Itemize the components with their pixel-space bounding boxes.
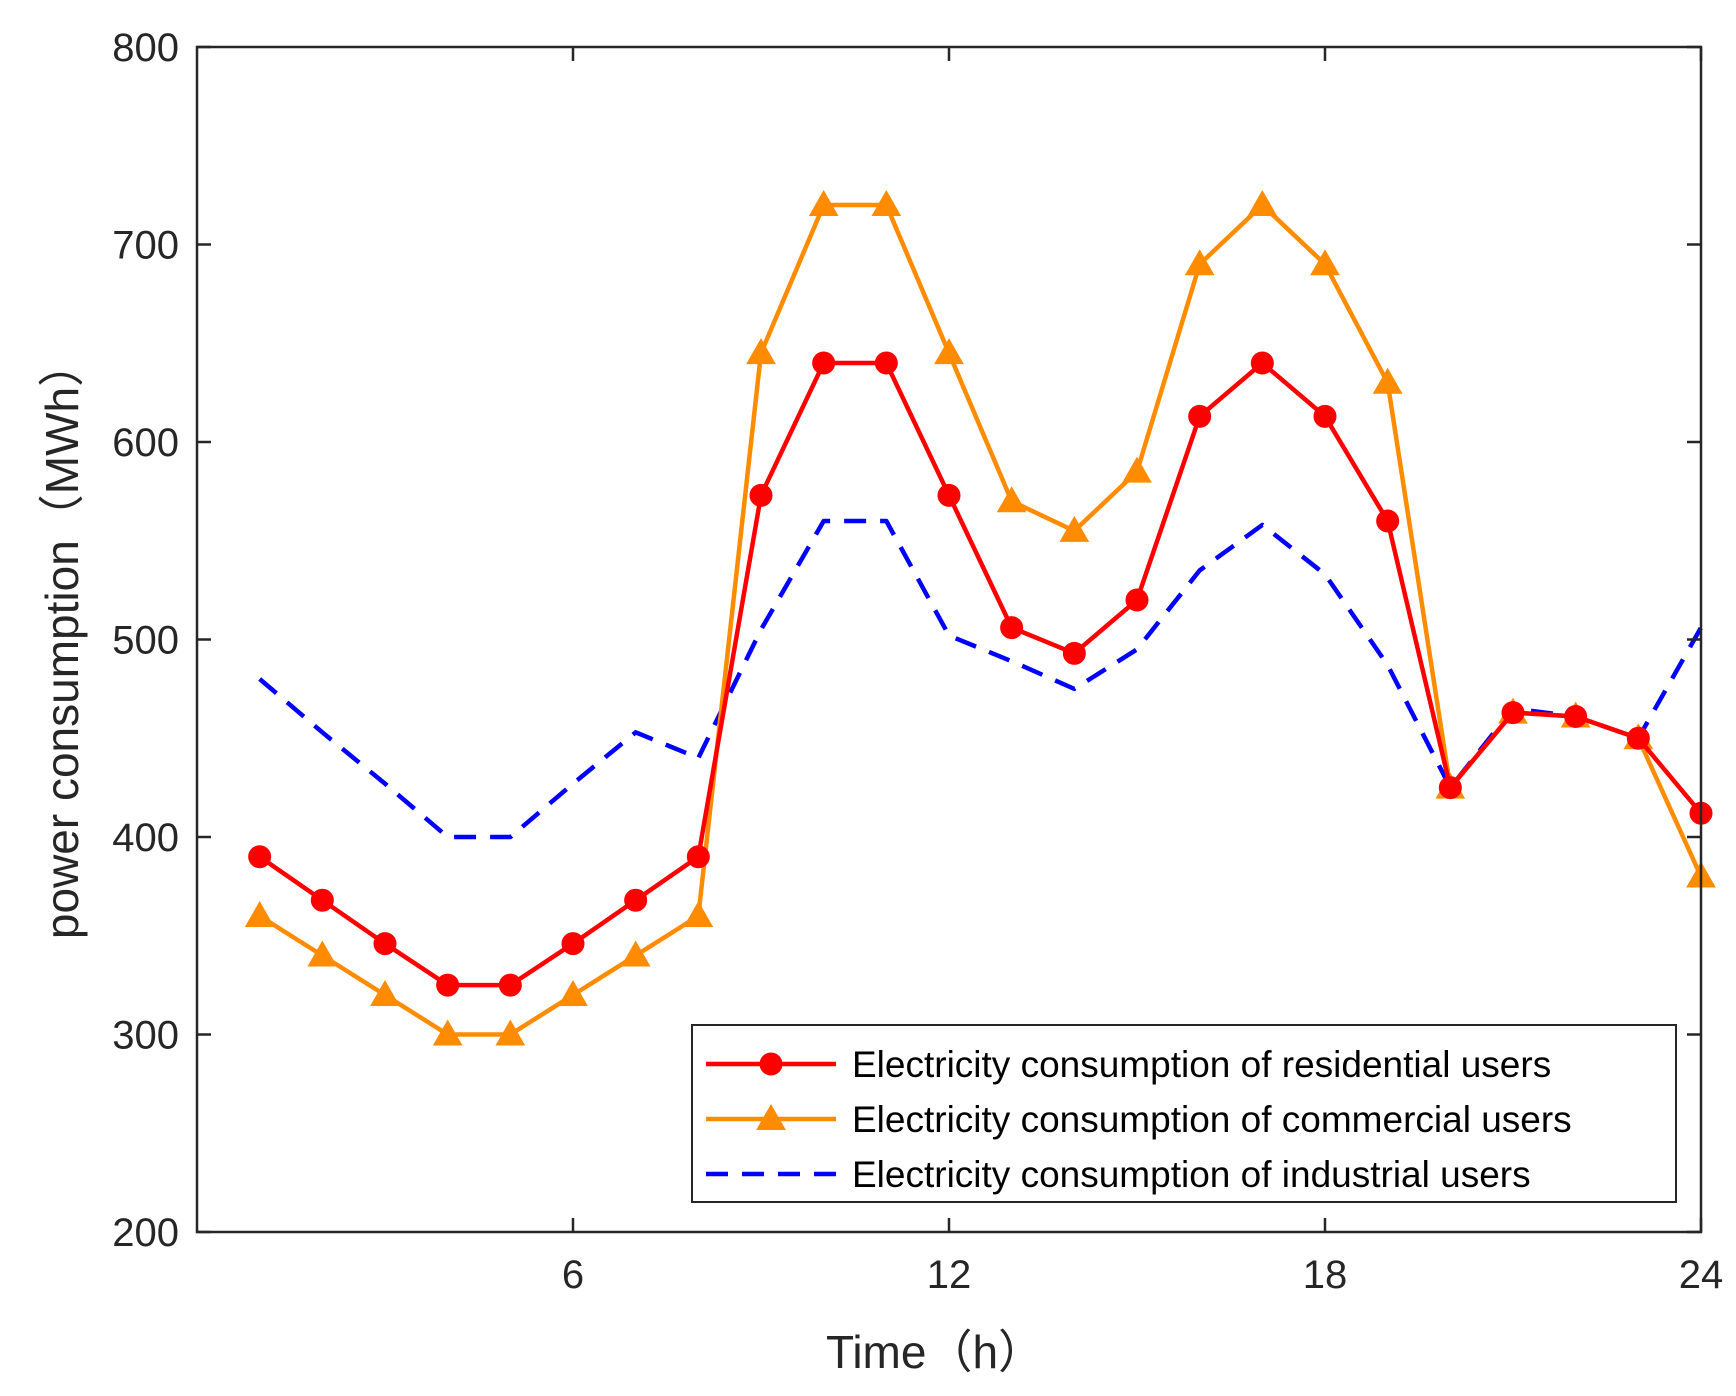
data-point bbox=[373, 932, 397, 956]
x-tick-label: 6 bbox=[562, 1253, 584, 1297]
legend: Electricity consumption of residential u… bbox=[691, 1024, 1677, 1203]
data-point bbox=[1250, 351, 1274, 375]
legend-box bbox=[691, 1024, 1677, 1203]
legend-marker bbox=[756, 1103, 786, 1130]
data-point bbox=[874, 351, 898, 375]
data-point bbox=[996, 486, 1027, 513]
y-tick-label: 800 bbox=[112, 26, 179, 70]
legend-label: Electricity consumption of commercial us… bbox=[852, 1099, 1572, 1140]
data-point bbox=[495, 1019, 526, 1046]
y-tick-label: 200 bbox=[112, 1211, 179, 1255]
ticks-layer: 200 300 400 500 600 700 800 6 12 18 24 bbox=[112, 26, 1723, 1297]
legend-entries: Electricity consumption of residential u… bbox=[706, 1044, 1572, 1195]
data-point bbox=[934, 338, 964, 365]
data-point bbox=[686, 845, 710, 869]
data-point bbox=[498, 973, 522, 997]
data-point bbox=[1000, 616, 1024, 640]
y-tick-label: 700 bbox=[112, 224, 179, 268]
data-point bbox=[812, 351, 836, 375]
data-point bbox=[307, 940, 338, 967]
x-tick-label: 12 bbox=[927, 1253, 972, 1297]
data-point bbox=[1184, 249, 1215, 276]
data-point bbox=[1247, 189, 1278, 216]
data-point bbox=[1122, 456, 1152, 483]
y-tick-label: 600 bbox=[112, 421, 179, 465]
legend-entry: Electricity consumption of industrial us… bbox=[706, 1154, 1531, 1195]
data-point bbox=[1438, 776, 1462, 800]
y-tick-label: 400 bbox=[112, 816, 179, 860]
legend-label: Electricity consumption of residential u… bbox=[852, 1044, 1551, 1085]
data-point bbox=[370, 979, 400, 1006]
legend-marker bbox=[759, 1052, 783, 1076]
data-point bbox=[1125, 588, 1149, 612]
data-point bbox=[310, 888, 334, 912]
data-point bbox=[1626, 726, 1650, 750]
data-point bbox=[746, 338, 776, 365]
data-point bbox=[561, 932, 585, 956]
y-tick-label: 300 bbox=[112, 1014, 179, 1058]
data-point bbox=[244, 900, 275, 927]
data-point bbox=[1376, 509, 1400, 533]
data-point bbox=[558, 979, 588, 1006]
data-point bbox=[432, 1019, 463, 1046]
y-tick-label: 500 bbox=[112, 619, 179, 663]
data-point bbox=[683, 900, 714, 927]
legend-entry: Electricity consumption of residential u… bbox=[706, 1044, 1551, 1085]
data-point bbox=[808, 189, 839, 216]
data-point bbox=[436, 973, 460, 997]
data-point bbox=[871, 189, 902, 216]
data-point bbox=[1372, 367, 1403, 394]
data-point bbox=[1062, 641, 1086, 665]
data-point bbox=[1313, 404, 1337, 428]
data-point bbox=[749, 483, 773, 507]
series-layer bbox=[244, 189, 1716, 1046]
data-point bbox=[1059, 515, 1090, 542]
legend-label: Electricity consumption of industrial us… bbox=[852, 1154, 1531, 1195]
data-point bbox=[1564, 705, 1588, 729]
data-point bbox=[248, 845, 272, 869]
data-point bbox=[1188, 404, 1212, 428]
data-point bbox=[937, 483, 961, 507]
y-axis-label: power consumption（MWh） bbox=[36, 341, 88, 939]
data-point bbox=[624, 888, 648, 912]
x-tick-label: 18 bbox=[1303, 1253, 1348, 1297]
series-0 bbox=[248, 351, 1713, 997]
data-point bbox=[620, 940, 651, 967]
x-axis-label: Time（h） bbox=[826, 1326, 1044, 1378]
data-point bbox=[1501, 701, 1525, 725]
legend-entry: Electricity consumption of commercial us… bbox=[706, 1099, 1572, 1140]
data-point bbox=[1310, 249, 1340, 276]
x-tick-label: 24 bbox=[1679, 1253, 1724, 1297]
